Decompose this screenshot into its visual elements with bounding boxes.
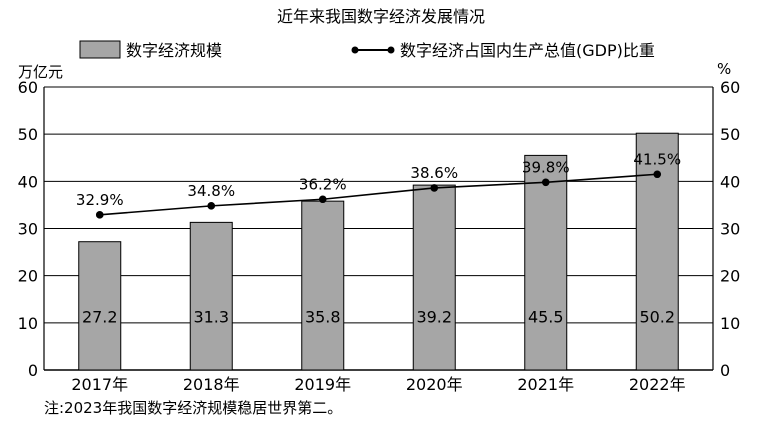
legend-line-marker — [351, 46, 359, 54]
series-line — [99, 173, 658, 216]
bar-value-label: 31.3 — [193, 307, 229, 326]
y-tick-left: 40 — [18, 172, 38, 191]
line-value-label: 39.8% — [522, 158, 570, 176]
line-value-label: 34.8% — [187, 182, 235, 200]
line-series — [95, 170, 662, 219]
line-point — [541, 178, 550, 187]
line-value-label: 36.2% — [299, 175, 347, 193]
tick-labels: 0 0 10 10 20 20 30 30 40 40 50 50 60 60 2017年 2018年 2019… — [18, 78, 741, 394]
y-tick-left: 10 — [18, 314, 38, 333]
x-tick-label: 2017年 — [71, 375, 128, 394]
legend-line-marker-end — [387, 46, 395, 54]
line-point — [430, 184, 439, 192]
y-tick-left: 0 — [28, 361, 38, 380]
legend: 数字经济规模 数字经济占国内生产总值(GDP)比重 — [79, 40, 655, 60]
x-tick-label: 2021年 — [517, 375, 574, 394]
line-point — [318, 195, 327, 204]
bar — [412, 184, 456, 371]
y-tick-right: 0 — [720, 361, 730, 380]
bar-value-label: 35.8 — [305, 307, 341, 326]
y-tick-left: 50 — [18, 125, 38, 144]
legend-bar-label: 数字经济规模 — [126, 41, 222, 60]
bar — [78, 241, 122, 371]
bar — [635, 132, 679, 371]
y-tick-right: 30 — [720, 220, 740, 239]
y-tick-right: 60 — [720, 78, 740, 97]
y-tick-right: 50 — [720, 125, 740, 144]
line-point — [653, 170, 662, 179]
bar-series — [78, 132, 679, 371]
y-tick-right: 40 — [720, 172, 740, 191]
line-value-label: 38.6% — [410, 164, 458, 182]
legend-line-label: 数字经济占国内生产总值(GDP)比重 — [400, 41, 655, 60]
y-tick-right: 10 — [720, 314, 740, 333]
y-tick-right: 20 — [720, 267, 740, 286]
bar-value-label: 27.2 — [82, 307, 118, 326]
bar — [189, 221, 233, 371]
line-point — [207, 202, 216, 210]
y-tick-left: 60 — [18, 78, 38, 97]
bar — [301, 200, 345, 371]
chart-note: 注:2023年我国数字经济规模稳居世界第二。 — [44, 399, 342, 417]
bar — [524, 154, 568, 371]
line-value-label: 41.5% — [633, 150, 681, 168]
x-tick-label: 2020年 — [406, 375, 463, 394]
chart-title: 近年来我国数字经济发展情况 — [277, 7, 485, 26]
x-tick-label: 2019年 — [294, 375, 351, 394]
line-point — [95, 211, 104, 219]
bar-value-label: 50.2 — [639, 307, 675, 326]
legend-bar-swatch — [79, 40, 121, 59]
bar-value-label: 39.2 — [416, 307, 452, 326]
bar-value-label: 45.5 — [528, 307, 564, 326]
y-tick-left: 20 — [18, 267, 38, 286]
y-axis-right-label: % — [717, 60, 731, 78]
gridlines — [43, 86, 714, 371]
x-tick-label: 2022年 — [629, 375, 686, 394]
x-tick-label: 2018年 — [183, 375, 240, 394]
data-labels: 27.2 31.3 35.8 39.2 45.5 50.2 32.9% 34.8% 36.2% 3… — [76, 150, 681, 326]
y-axis-left-label: 万亿元 — [18, 63, 63, 81]
line-value-label: 32.9% — [76, 191, 124, 209]
y-tick-left: 30 — [18, 220, 38, 239]
